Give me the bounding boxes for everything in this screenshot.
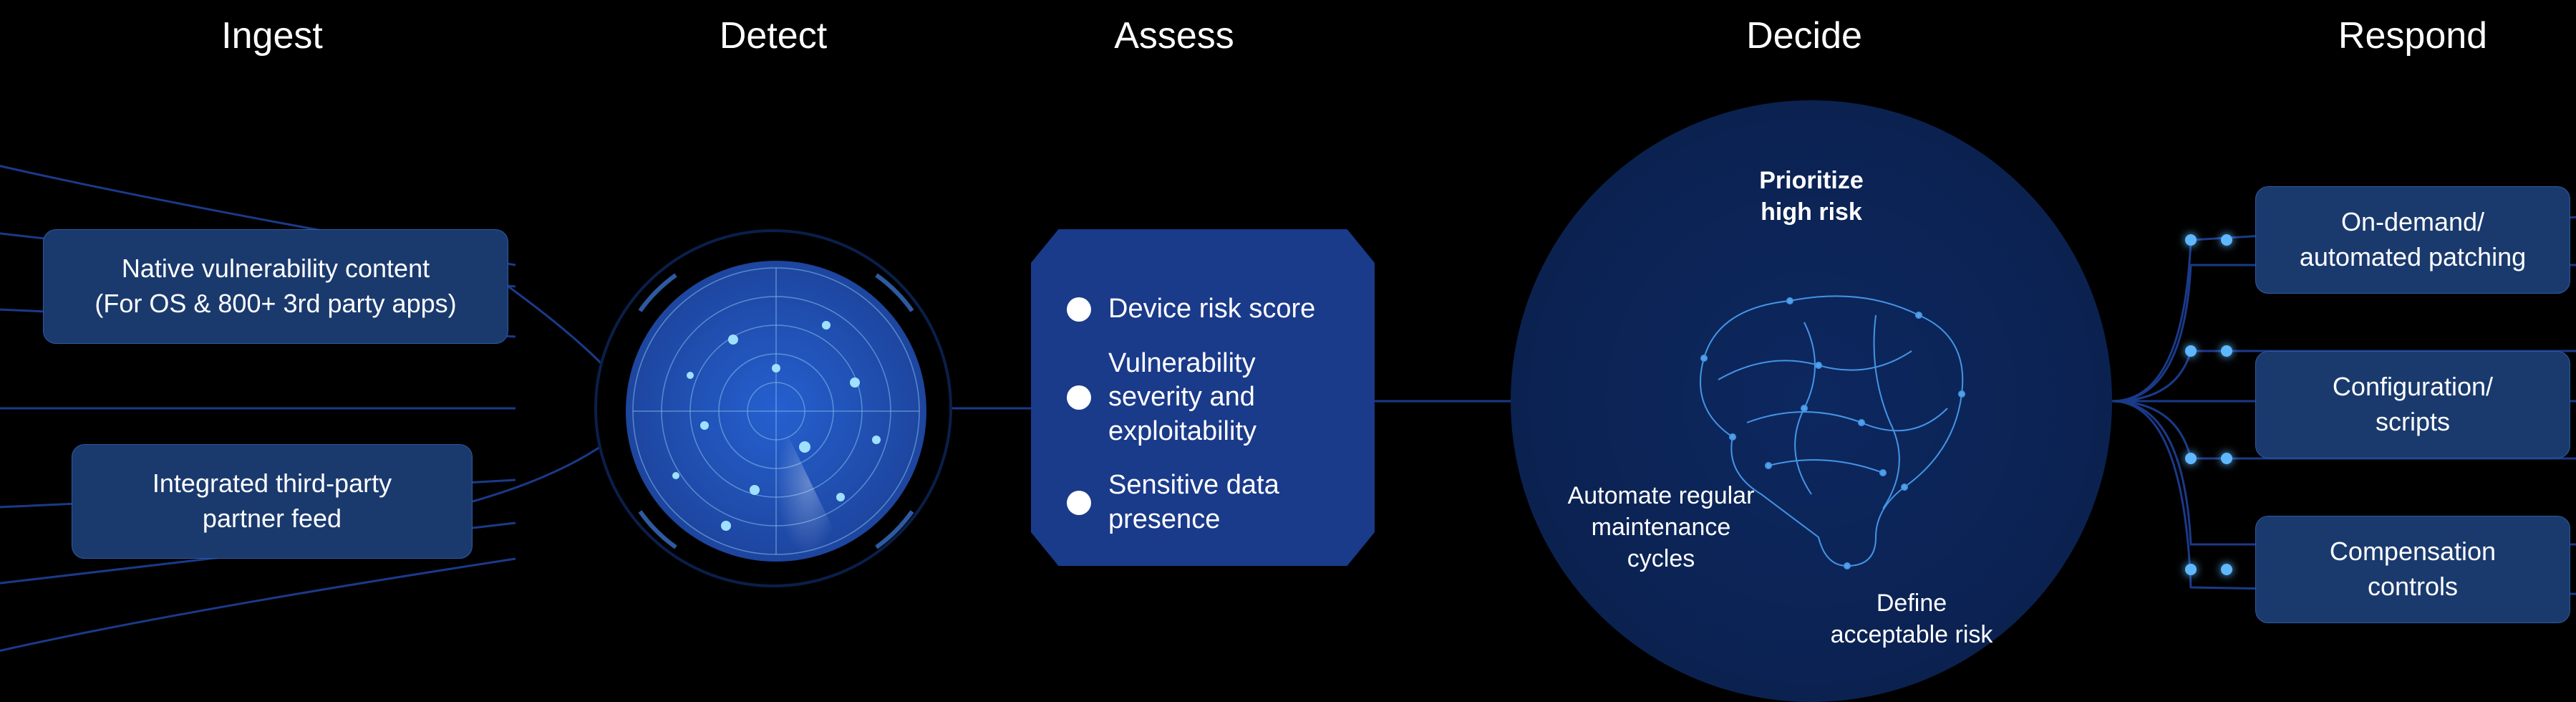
decide-label-bottom: Define acceptable risk [1811,587,2012,650]
decide-label-bottom-line1: Define [1811,587,2012,619]
assess-item-0-text: Device risk score [1108,292,1315,327]
radar-icon [626,261,926,562]
respond-card-compensation-line1: Compensation [2330,534,2496,569]
radar-outer-ring [594,229,952,587]
respond-card-compensation: Compensation controls [2255,516,2570,623]
bullet-icon [1067,297,1091,322]
respond-card-patching-line1: On-demand/ [2341,205,2484,240]
stage-title-ingest: Ingest [221,14,323,57]
bullet-icon [1067,491,1091,515]
decide-label-top-line1: Prioritize [1759,165,1863,196]
bullet-icon [1067,385,1091,410]
decide-label-left: Automate regular maintenance cycles [1554,480,1768,575]
ingest-card-native: Native vulnerability content (For OS & 8… [43,229,508,344]
decide-label-bottom-line2: acceptable risk [1811,619,2012,650]
respond-card-config-line1: Configuration/ [2333,370,2493,405]
ingest-card-native-line1: Native vulnerability content [122,251,430,287]
assess-item-0: Device risk score [1067,292,1339,327]
decide-label-left-line3: cycles [1554,543,1768,574]
assess-item-2: Sensitive data presence [1067,468,1339,537]
assess-item-1: Vulnerability severity and exploitabilit… [1067,347,1339,449]
respond-card-compensation-line2: controls [2368,569,2458,605]
decide-label-left-line1: Automate regular [1554,480,1768,511]
respond-card-config-line2: scripts [2376,405,2450,440]
ingest-card-partner: Integrated third-party partner feed [72,444,473,559]
assess-item-2-text: Sensitive data presence [1108,468,1339,537]
ingest-card-native-line2: (For OS & 800+ 3rd party apps) [95,287,456,322]
stage-title-assess: Assess [1114,14,1234,57]
assess-card: Device risk score Vulnerability severity… [1031,229,1375,566]
radar-screen [626,261,926,562]
assess-item-1-text: Vulnerability severity and exploitabilit… [1108,347,1339,449]
respond-card-patching: On-demand/ automated patching [2255,186,2570,294]
ingest-card-partner-line2: partner feed [203,501,342,537]
respond-card-patching-line2: automated patching [2300,240,2526,275]
stage-title-detect: Detect [720,14,827,57]
decide-label-top-line2: high risk [1759,196,1863,228]
decide-label-top: Prioritize high risk [1759,165,1863,228]
ingest-card-partner-line1: Integrated third-party [152,466,392,501]
stage-title-decide: Decide [1746,14,1862,57]
decide-label-left-line2: maintenance [1554,511,1768,543]
stage-title-respond: Respond [2338,14,2487,57]
decide-circle: Prioritize high risk Automate regular ma… [1511,100,2112,702]
respond-card-config: Configuration/ scripts [2255,351,2570,458]
